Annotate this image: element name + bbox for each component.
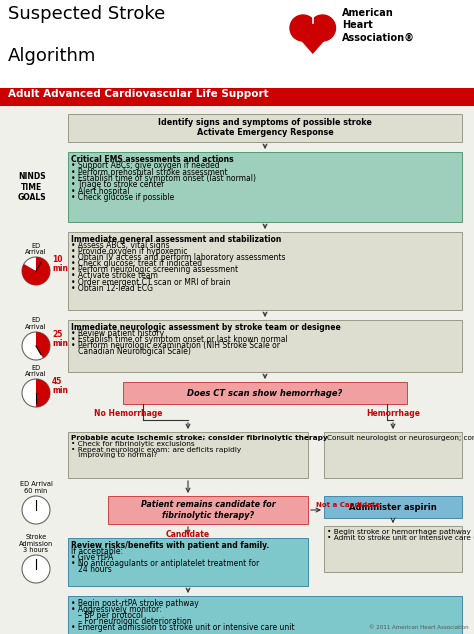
Text: Probable acute ischemic stroke; consider fibrinolytic therapy: Probable acute ischemic stroke; consider… — [71, 435, 328, 441]
Text: Consult neurologist or neurosurgeon; consider transfer if not available: Consult neurologist or neurosurgeon; con… — [327, 435, 474, 441]
Wedge shape — [22, 257, 50, 285]
Text: ED
Arrival: ED Arrival — [25, 242, 47, 255]
Circle shape — [22, 332, 50, 360]
Text: Identify signs and symptoms of possible stroke: Identify signs and symptoms of possible … — [158, 118, 372, 127]
Text: • Review patient history: • Review patient history — [71, 329, 164, 338]
Circle shape — [22, 496, 50, 524]
FancyBboxPatch shape — [324, 526, 462, 572]
Text: • Establish time of symptom onset or last known normal: • Establish time of symptom onset or las… — [71, 335, 288, 344]
Circle shape — [290, 15, 316, 41]
Text: Adult Advanced Cardiovascular Life Support: Adult Advanced Cardiovascular Life Suppo… — [8, 89, 269, 99]
Text: Immediate neurologic assessment by stroke team or designee: Immediate neurologic assessment by strok… — [71, 323, 341, 332]
Text: • Establish time of symptom onset (last normal): • Establish time of symptom onset (last … — [71, 174, 256, 183]
FancyBboxPatch shape — [108, 496, 308, 524]
Text: – BP per protocol: – BP per protocol — [71, 611, 143, 620]
Text: • Give rtPA: • Give rtPA — [71, 553, 113, 562]
Text: • Perform neurologic screening assessment: • Perform neurologic screening assessmen… — [71, 266, 238, 275]
FancyBboxPatch shape — [68, 320, 462, 372]
Text: • Obtain IV access and perform laboratory assessments: • Obtain IV access and perform laborator… — [71, 253, 285, 262]
Text: Stroke
Admission
3 hours: Stroke Admission 3 hours — [19, 534, 53, 553]
Text: Does CT scan show hemorrhage?: Does CT scan show hemorrhage? — [187, 389, 343, 398]
Text: • Admit to stroke unit or intensive care unit: • Admit to stroke unit or intensive care… — [327, 535, 474, 541]
Text: • Check glucose; treat if indicated: • Check glucose; treat if indicated — [71, 259, 202, 268]
FancyBboxPatch shape — [68, 596, 462, 634]
Text: • Triage to stroke center: • Triage to stroke center — [71, 180, 164, 189]
Text: Review risks/benefits with patient and family.: Review risks/benefits with patient and f… — [71, 541, 269, 550]
Text: • Aggressively monitor:: • Aggressively monitor: — [71, 605, 162, 614]
FancyBboxPatch shape — [68, 114, 462, 142]
Text: 10
min: 10 min — [52, 255, 68, 273]
Text: • Check for fibrinolytic exclusions: • Check for fibrinolytic exclusions — [71, 441, 195, 447]
Bar — [0, 88, 474, 106]
FancyBboxPatch shape — [68, 432, 308, 478]
Text: Immediate general assessment and stabilization: Immediate general assessment and stabili… — [71, 235, 282, 244]
Text: • Emergent admission to stroke unit or intensive care unit: • Emergent admission to stroke unit or i… — [71, 623, 295, 632]
Text: Patient remains candidate for
fibrinolytic therapy?: Patient remains candidate for fibrinolyt… — [141, 500, 275, 520]
Text: Suspected Stroke: Suspected Stroke — [8, 5, 165, 23]
FancyBboxPatch shape — [123, 382, 407, 404]
FancyBboxPatch shape — [68, 152, 462, 222]
FancyBboxPatch shape — [324, 432, 462, 478]
Circle shape — [22, 555, 50, 583]
Text: • Repeat neurologic exam: are deficits rapidly: • Repeat neurologic exam: are deficits r… — [71, 446, 241, 453]
Wedge shape — [36, 379, 50, 407]
Text: • Perform prehospital stroke assessment: • Perform prehospital stroke assessment — [71, 167, 228, 177]
Text: Algorithm: Algorithm — [8, 47, 96, 65]
Text: Activate Emergency Response: Activate Emergency Response — [197, 128, 333, 137]
Text: • Activate stroke team: • Activate stroke team — [71, 271, 158, 280]
Text: © 2011 American Heart Association: © 2011 American Heart Association — [369, 625, 469, 630]
Circle shape — [22, 257, 50, 285]
Text: improving to normal?: improving to normal? — [71, 452, 157, 458]
Text: • Begin post-rtPA stroke pathway: • Begin post-rtPA stroke pathway — [71, 599, 199, 608]
Text: Hemorrhage: Hemorrhage — [366, 410, 420, 418]
Text: • Alert hospital: • Alert hospital — [71, 186, 129, 195]
Text: 45
min: 45 min — [52, 377, 68, 395]
Polygon shape — [290, 28, 336, 54]
FancyBboxPatch shape — [68, 232, 462, 310]
Text: 25
min: 25 min — [52, 330, 68, 348]
FancyBboxPatch shape — [324, 496, 462, 518]
Text: 24 hours: 24 hours — [71, 566, 112, 574]
Text: • Obtain 12-lead ECG: • Obtain 12-lead ECG — [71, 283, 153, 293]
Text: • No anticoagulants or antiplatelet treatment for: • No anticoagulants or antiplatelet trea… — [71, 559, 259, 568]
Circle shape — [310, 15, 336, 41]
Circle shape — [22, 379, 50, 407]
Text: Candidate: Candidate — [166, 530, 210, 539]
Text: ED
Arrival: ED Arrival — [25, 318, 47, 330]
Text: Administer aspirin: Administer aspirin — [349, 503, 437, 512]
Text: Not a Candidate: Not a Candidate — [316, 502, 380, 508]
Text: • Support ABCs; give oxygen if needed: • Support ABCs; give oxygen if needed — [71, 161, 219, 171]
Text: • Provide oxygen if hypoxemic: • Provide oxygen if hypoxemic — [71, 247, 188, 256]
Text: NINDS
TIME
GOALS: NINDS TIME GOALS — [18, 172, 46, 202]
Text: If acceptable:: If acceptable: — [71, 547, 123, 556]
Text: – For neurologic deterioration: – For neurologic deterioration — [71, 618, 191, 626]
Text: No Hemorrhage: No Hemorrhage — [94, 410, 162, 418]
Text: • Order emergent CT scan or MRI of brain: • Order emergent CT scan or MRI of brain — [71, 278, 231, 287]
Text: ED Arrival
60 min: ED Arrival 60 min — [19, 481, 53, 494]
Text: Canadian Neurological Scale): Canadian Neurological Scale) — [71, 347, 191, 356]
Text: • Check glucose if possible: • Check glucose if possible — [71, 193, 174, 202]
Text: ED
Arrival: ED Arrival — [25, 365, 47, 377]
Bar — [0, 0, 474, 88]
Text: • Assess ABCs, vital signs: • Assess ABCs, vital signs — [71, 241, 170, 250]
Text: American
Heart
Association®: American Heart Association® — [342, 8, 415, 43]
Text: • Perform neurologic examination (NIH Stroke Scale or: • Perform neurologic examination (NIH St… — [71, 341, 280, 350]
FancyBboxPatch shape — [68, 538, 308, 586]
Text: Critical EMS assessments and actions: Critical EMS assessments and actions — [71, 155, 234, 164]
Text: • Begin stroke or hemorrhage pathway: • Begin stroke or hemorrhage pathway — [327, 529, 471, 535]
Wedge shape — [36, 332, 50, 358]
